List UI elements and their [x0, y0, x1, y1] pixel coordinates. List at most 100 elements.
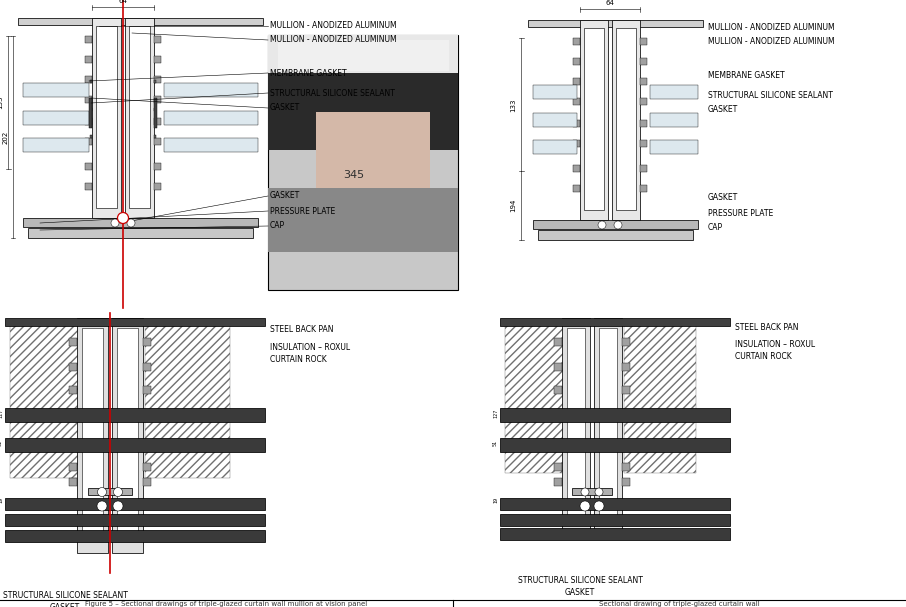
Text: GASKET: GASKET — [708, 194, 738, 203]
Bar — [622, 386, 630, 394]
Bar — [573, 98, 580, 105]
Bar — [573, 78, 580, 85]
Text: 19: 19 — [0, 497, 3, 503]
Bar — [85, 183, 92, 190]
Text: MEMBRANE GASKET: MEMBRANE GASKET — [270, 69, 347, 78]
Bar — [154, 76, 161, 83]
Bar — [154, 138, 161, 145]
Bar — [77, 318, 108, 553]
Bar — [573, 140, 580, 147]
Bar — [572, 488, 612, 495]
Circle shape — [580, 501, 590, 511]
Text: STRUCTURAL SILICONE SEALANT: STRUCTURAL SILICONE SEALANT — [708, 90, 833, 100]
Text: Figure 5 – Sectional drawings of triple-glazed curtain wall mullion at vision pa: Figure 5 – Sectional drawings of triple-… — [85, 601, 367, 607]
Text: 194: 194 — [510, 198, 516, 212]
Text: CAP: CAP — [270, 222, 285, 231]
Bar — [315, 112, 429, 201]
Bar — [554, 338, 562, 346]
Bar — [154, 98, 157, 128]
Circle shape — [113, 501, 123, 511]
Bar — [96, 26, 117, 208]
Bar — [164, 83, 258, 97]
Bar — [154, 118, 161, 125]
Bar — [90, 135, 92, 138]
Bar — [154, 96, 161, 103]
Bar — [580, 20, 608, 220]
Text: INSULATION – ROXUL: INSULATION – ROXUL — [270, 344, 350, 353]
Bar — [154, 36, 161, 43]
Bar — [69, 363, 77, 371]
Text: CURTAIN ROCK: CURTAIN ROCK — [735, 352, 792, 361]
Bar — [640, 38, 647, 45]
Bar — [117, 328, 138, 533]
Text: MULLION - ANODIZED ALUMINUM: MULLION - ANODIZED ALUMINUM — [270, 21, 397, 30]
Text: GASKET: GASKET — [50, 603, 80, 607]
Bar — [88, 488, 132, 495]
Bar — [85, 56, 92, 63]
Bar — [650, 113, 698, 127]
Bar — [69, 463, 77, 471]
Circle shape — [113, 487, 122, 497]
Bar — [89, 98, 92, 128]
Bar — [145, 323, 230, 478]
Text: PRESSURE PLATE: PRESSURE PLATE — [270, 206, 335, 215]
Text: 64: 64 — [119, 0, 128, 4]
Bar — [268, 35, 458, 290]
Text: MULLION - ANODIZED ALUMINUM: MULLION - ANODIZED ALUMINUM — [708, 24, 834, 33]
Bar — [500, 438, 730, 452]
Bar — [5, 318, 265, 326]
Bar — [594, 318, 622, 538]
Text: 127: 127 — [0, 409, 3, 418]
Bar — [125, 18, 154, 218]
Bar — [640, 165, 647, 172]
Bar — [164, 111, 258, 125]
Bar — [500, 318, 730, 326]
Bar — [69, 478, 77, 486]
Bar — [5, 530, 265, 542]
Bar — [143, 363, 151, 371]
Text: CURTAIN ROCK: CURTAIN ROCK — [270, 356, 327, 364]
Bar — [640, 58, 647, 65]
Text: GASKET: GASKET — [270, 191, 300, 200]
Bar — [85, 96, 92, 103]
Circle shape — [111, 219, 119, 227]
Text: 345: 345 — [343, 170, 364, 180]
Bar — [500, 528, 730, 540]
Bar — [554, 478, 562, 486]
Bar — [154, 80, 156, 83]
Bar — [164, 138, 258, 152]
Bar — [23, 138, 89, 152]
Bar — [154, 56, 161, 63]
Bar — [650, 85, 698, 99]
Bar — [28, 228, 253, 238]
Text: 127: 127 — [493, 409, 498, 418]
Circle shape — [581, 488, 589, 496]
Bar — [567, 328, 585, 518]
Bar — [90, 80, 92, 83]
Bar — [268, 35, 458, 81]
Circle shape — [98, 487, 107, 497]
Bar — [622, 338, 630, 346]
Bar — [154, 163, 161, 170]
Bar — [23, 111, 89, 125]
Bar — [640, 120, 647, 127]
Text: MEMBRANE GASKET: MEMBRANE GASKET — [708, 70, 785, 80]
Bar — [554, 363, 562, 371]
Bar — [92, 18, 121, 218]
Bar — [573, 58, 580, 65]
Bar — [500, 498, 730, 510]
Bar — [18, 18, 263, 25]
Bar — [277, 40, 448, 70]
Text: CAP: CAP — [708, 223, 723, 232]
Text: 19: 19 — [493, 497, 498, 503]
Text: 64: 64 — [605, 0, 614, 6]
Text: 202: 202 — [3, 131, 9, 144]
Circle shape — [614, 221, 622, 229]
Bar — [85, 76, 92, 83]
Bar — [10, 323, 95, 478]
Text: 133: 133 — [0, 96, 3, 109]
Text: 51: 51 — [493, 440, 498, 446]
Bar — [573, 185, 580, 192]
Bar — [112, 318, 143, 553]
Bar — [143, 478, 151, 486]
